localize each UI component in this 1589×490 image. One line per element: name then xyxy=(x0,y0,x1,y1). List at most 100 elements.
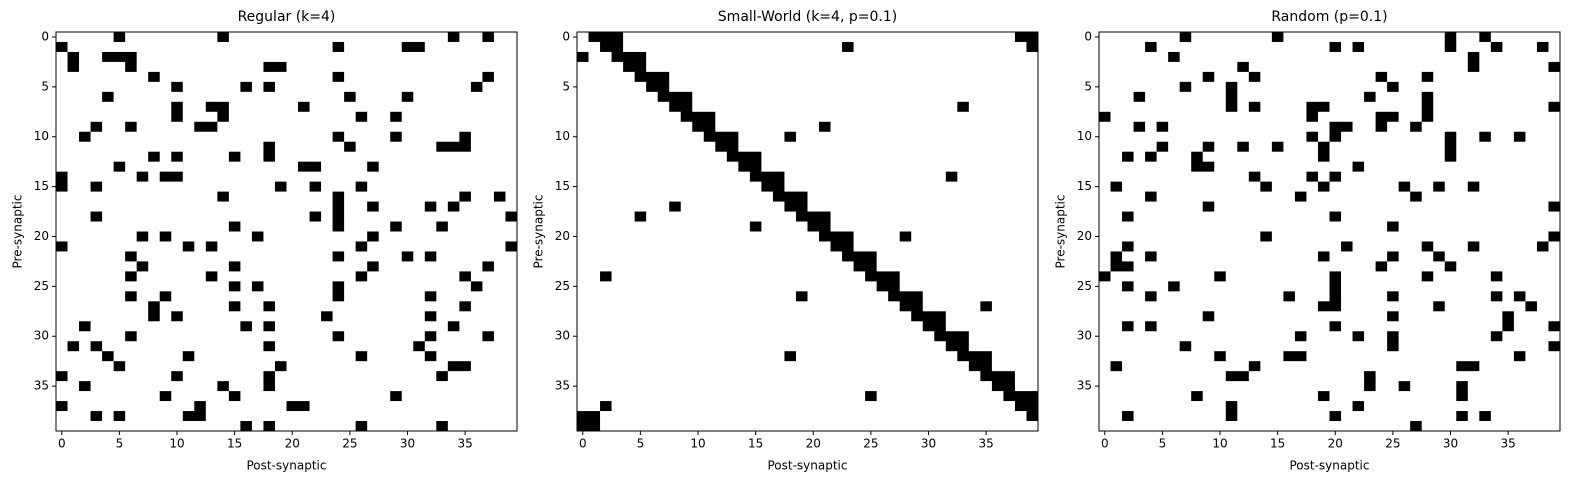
cell xyxy=(1525,101,1538,113)
cell xyxy=(1294,421,1307,432)
cell xyxy=(634,221,647,232)
cell xyxy=(865,191,877,202)
cell xyxy=(646,351,658,362)
cell xyxy=(807,231,820,242)
cell xyxy=(853,121,866,133)
cell xyxy=(1467,211,1480,222)
cell xyxy=(1536,331,1549,342)
cell xyxy=(703,391,716,402)
cell xyxy=(125,361,137,372)
cell xyxy=(1341,221,1353,232)
cell xyxy=(482,121,495,133)
cell xyxy=(367,401,379,412)
cell xyxy=(957,361,970,372)
cell xyxy=(1467,231,1480,242)
cell xyxy=(355,251,368,262)
cell xyxy=(761,91,774,103)
cell xyxy=(332,251,345,262)
cell xyxy=(493,271,506,282)
cell xyxy=(876,221,889,232)
cell xyxy=(634,181,647,192)
cell xyxy=(493,191,506,202)
cell xyxy=(1410,161,1422,172)
cell xyxy=(113,81,126,93)
cell xyxy=(470,171,483,182)
cell xyxy=(217,81,230,93)
cell xyxy=(171,421,184,432)
cell xyxy=(205,231,218,242)
cell xyxy=(623,121,635,133)
cell xyxy=(715,32,728,43)
cell xyxy=(634,91,647,103)
cell xyxy=(1156,141,1169,152)
cell xyxy=(459,271,472,282)
cell xyxy=(1490,301,1503,312)
cell xyxy=(703,81,716,93)
cell xyxy=(67,231,80,242)
cell xyxy=(401,71,414,83)
cell xyxy=(274,341,287,352)
cell xyxy=(1306,361,1319,372)
cell xyxy=(240,231,253,242)
cell xyxy=(1110,271,1123,282)
cell xyxy=(1352,251,1365,262)
cell xyxy=(1283,121,1296,133)
cell xyxy=(1525,291,1538,302)
cell xyxy=(1145,281,1157,292)
cell xyxy=(1122,51,1134,63)
cell xyxy=(424,411,437,422)
cell xyxy=(1248,241,1261,252)
cell xyxy=(1099,161,1111,172)
y-axis-label: Pre-synaptic xyxy=(11,195,25,269)
cell xyxy=(424,231,437,242)
cell xyxy=(1202,411,1215,422)
cell xyxy=(355,71,368,83)
cell xyxy=(1467,371,1480,382)
cell xyxy=(1352,171,1365,182)
cell xyxy=(784,371,797,382)
cell xyxy=(401,121,414,133)
cell xyxy=(217,331,230,342)
cell xyxy=(1536,321,1549,332)
cell xyxy=(1122,231,1134,242)
cell xyxy=(182,311,195,322)
cell xyxy=(1283,231,1296,242)
cell xyxy=(274,131,287,143)
cell xyxy=(470,181,483,192)
cell xyxy=(344,91,356,103)
cell xyxy=(228,141,241,152)
cell xyxy=(309,301,322,312)
cell xyxy=(1421,131,1434,143)
cell xyxy=(934,131,947,143)
cell xyxy=(1133,171,1146,182)
cell xyxy=(159,141,172,152)
cell xyxy=(1026,201,1039,212)
cell xyxy=(911,151,924,162)
cell xyxy=(911,271,924,282)
cell xyxy=(1237,411,1250,422)
cell xyxy=(1026,341,1039,352)
cell xyxy=(263,41,276,53)
cell xyxy=(1421,91,1434,103)
cell xyxy=(646,191,658,202)
cell xyxy=(1099,71,1111,83)
cell xyxy=(888,261,900,272)
cell xyxy=(623,101,635,113)
cell xyxy=(1410,32,1422,43)
cell xyxy=(424,271,437,282)
cell xyxy=(646,241,658,252)
cell xyxy=(228,271,241,282)
cell xyxy=(1352,191,1365,202)
cell xyxy=(1536,411,1549,422)
cell xyxy=(413,32,426,43)
cell xyxy=(1444,371,1457,382)
cell xyxy=(1014,71,1027,83)
cell xyxy=(56,351,68,362)
cell xyxy=(577,351,589,362)
cell xyxy=(1398,32,1411,43)
cell xyxy=(1014,32,1027,43)
cell xyxy=(102,301,114,312)
cell xyxy=(470,211,483,222)
cell xyxy=(1271,401,1284,412)
cell xyxy=(991,221,1004,232)
